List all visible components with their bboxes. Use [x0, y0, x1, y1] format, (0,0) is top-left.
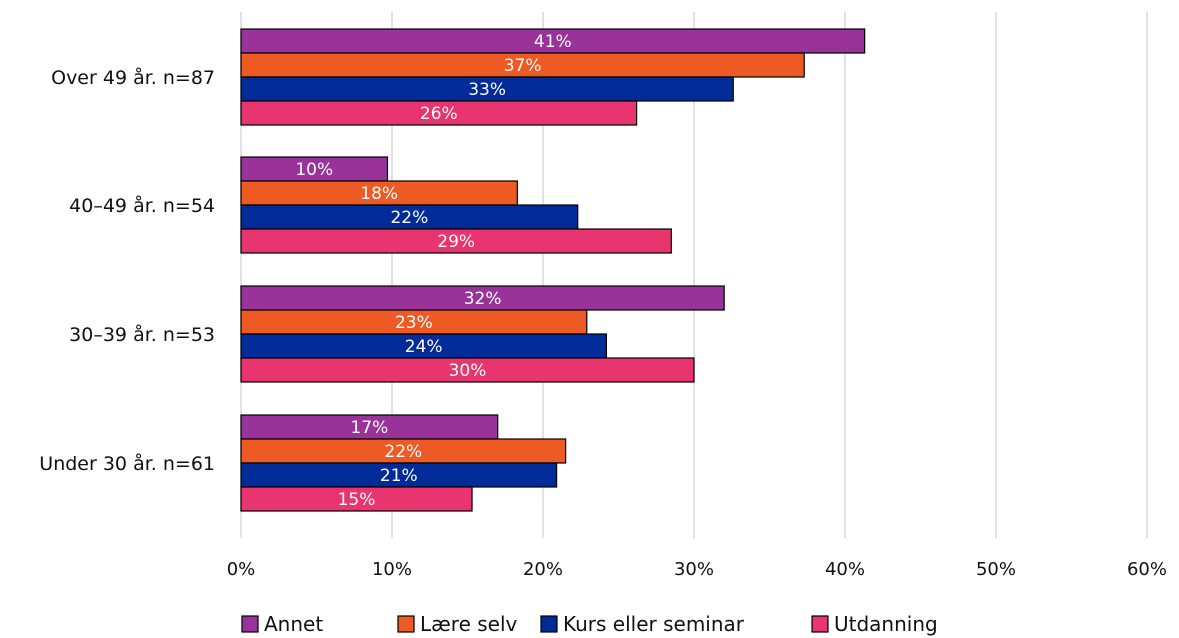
legend-label: Lære selv [420, 612, 518, 636]
legend: Annet Lære selv Kurs eller seminar Utdannin… [241, 612, 938, 636]
bar-value-label: 41% [534, 32, 572, 52]
bar-value-label: 17% [350, 418, 388, 438]
bar [240, 486, 473, 512]
bar [240, 100, 638, 126]
bar [240, 333, 608, 359]
legend-swatch [811, 615, 829, 633]
bar-value-label: 21% [380, 466, 418, 486]
legend-swatch [540, 615, 558, 633]
x-tick-label: 30% [674, 559, 714, 580]
bar-value-label: 30% [449, 361, 487, 381]
x-tick-label: 10% [372, 559, 412, 580]
bar-value-label: 33% [468, 80, 506, 100]
bar-value-label: 22% [384, 442, 422, 462]
category-label: 30–39 år. n=53 [69, 323, 215, 346]
x-tick-label: 0% [227, 559, 256, 580]
category-labels: Over 49 år. n=87 40–49 år. n=54 30–39 år. … [39, 66, 215, 475]
x-tick-label: 60% [1127, 559, 1167, 580]
bar [240, 52, 805, 78]
bar [240, 180, 518, 206]
legend-label: Kurs eller seminar [563, 612, 745, 636]
bar-value-label: 15% [338, 490, 376, 510]
legend-swatch [241, 615, 259, 633]
bar-value-label: 23% [395, 313, 433, 333]
bar [240, 309, 588, 335]
legend-label: Utdanning [834, 612, 938, 636]
bar-value-label: 10% [295, 160, 333, 180]
bar [240, 438, 567, 464]
bar-value-label: 22% [390, 208, 428, 228]
x-tick-label: 50% [976, 559, 1016, 580]
bars: 41% 37% 33% 26% 10% 18% 22% 29% 32% 23% 24% 30% 17% 2… [240, 28, 866, 512]
bar-value-label: 29% [437, 232, 475, 252]
bar-value-label: 37% [504, 56, 542, 76]
bar [240, 414, 499, 440]
category-label: Under 30 år. n=61 [39, 452, 215, 475]
bar [240, 76, 734, 102]
bar [240, 228, 672, 254]
x-tick-label: 20% [523, 559, 563, 580]
legend-swatch [397, 615, 415, 633]
bar [240, 357, 695, 383]
x-axis-ticks: 0% 10% 20% 30% 40% 50% 60% [227, 559, 1167, 580]
bar [240, 156, 389, 182]
bar-value-label: 24% [405, 337, 443, 357]
x-tick-label: 40% [825, 559, 865, 580]
bar-value-label: 18% [360, 184, 398, 204]
bar [240, 462, 558, 488]
category-label: Over 49 år. n=87 [51, 66, 215, 89]
legend-label: Annet [264, 612, 323, 636]
category-label: 40–49 år. n=54 [69, 194, 215, 217]
bar-value-label: 26% [420, 104, 458, 124]
bar-value-label: 32% [464, 289, 502, 309]
bar [240, 204, 579, 230]
